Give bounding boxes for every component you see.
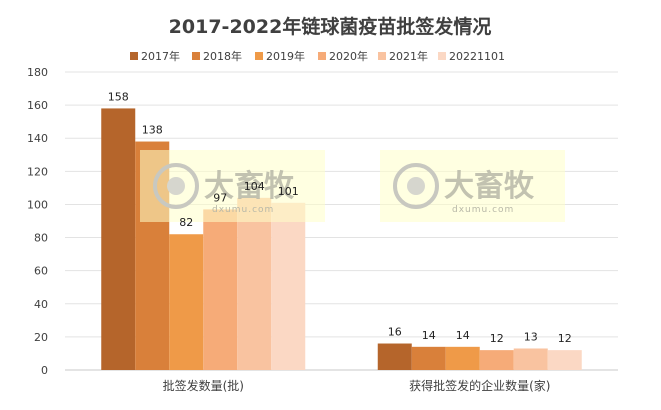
bar <box>547 350 582 370</box>
data-label: 16 <box>388 326 402 339</box>
y-tick-label: 0 <box>41 364 48 377</box>
legend-swatch <box>438 52 446 60</box>
watermark-subtext: dxumu.com <box>452 205 514 215</box>
y-tick-label: 160 <box>27 99 48 112</box>
y-tick-label: 180 <box>27 66 48 79</box>
watermark-logo-dot-icon <box>407 177 425 195</box>
legend-swatch <box>192 52 200 60</box>
data-label: 82 <box>179 216 193 229</box>
legend-label: 2017年 <box>141 49 180 63</box>
data-label: 12 <box>490 332 504 345</box>
data-label: 14 <box>456 329 470 342</box>
legend-swatch <box>255 52 263 60</box>
data-label: 158 <box>108 90 129 103</box>
data-label: 101 <box>278 185 299 198</box>
data-label: 13 <box>524 330 538 343</box>
bar <box>169 234 204 370</box>
chart-legend: 2017年 2018年 2019年 2020年 2021年 20221101 <box>130 49 505 63</box>
legend-swatch <box>378 52 386 60</box>
bar <box>271 202 306 370</box>
bar <box>377 343 412 370</box>
bars <box>101 108 582 370</box>
x-category-label: 获得批签发的企业数量(家) <box>409 378 550 393</box>
data-labels: 158 138 82 97 104 101 16 14 14 12 13 12 <box>108 90 572 345</box>
bar <box>445 346 480 370</box>
legend-label: 20221101 <box>449 50 505 63</box>
bar <box>237 197 272 370</box>
chart-title: 2017-2022年链球菌疫苗批签发情况 <box>169 15 492 38</box>
legend-label: 2018年 <box>203 49 242 63</box>
legend-swatch <box>318 52 326 60</box>
y-tick-label: 60 <box>34 265 48 278</box>
data-label: 14 <box>422 329 436 342</box>
bar <box>513 348 548 370</box>
y-tick-label: 40 <box>34 298 48 311</box>
y-tick-label: 140 <box>27 132 48 145</box>
y-tick-label: 100 <box>27 198 48 211</box>
legend-label: 2020年 <box>329 49 368 63</box>
legend-swatch <box>130 52 138 60</box>
bar <box>203 209 238 370</box>
watermark-subtext: dxumu.com <box>212 205 274 215</box>
legend-label: 2021年 <box>389 49 428 63</box>
watermark-text: 大畜牧 <box>444 169 535 204</box>
bar <box>411 346 446 370</box>
data-label: 104 <box>244 180 265 193</box>
watermark-logo-icon <box>393 163 439 209</box>
legend-label: 2019年 <box>266 49 305 63</box>
watermark-logo-icon <box>153 163 199 209</box>
data-label: 138 <box>142 124 163 137</box>
bar <box>101 108 136 370</box>
y-tick-label: 120 <box>27 165 48 178</box>
bar <box>479 350 514 370</box>
y-tick-label: 20 <box>34 331 48 344</box>
x-category-label: 批签发数量(批) <box>163 378 244 393</box>
watermark-logo-dot-icon <box>167 177 185 195</box>
watermark-text: 大畜牧 <box>204 169 295 204</box>
x-axis: 批签发数量(批) 获得批签发的企业数量(家) <box>163 378 551 393</box>
data-label: 12 <box>558 332 572 345</box>
y-axis: 0 20 40 60 80 100 120 140 160 180 <box>27 66 48 377</box>
y-tick-label: 80 <box>34 232 48 245</box>
data-label: 97 <box>213 191 227 204</box>
